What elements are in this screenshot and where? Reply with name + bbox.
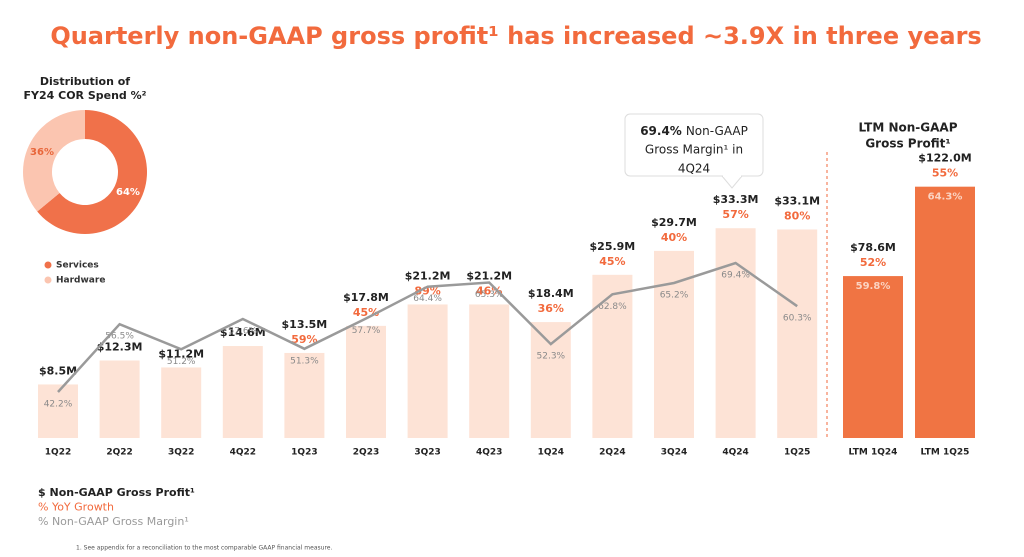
bar <box>407 304 448 438</box>
value-label: $8.5M <box>39 364 77 377</box>
annotation-line: Gross Margin¹ in <box>645 143 743 157</box>
value-label: $14.6M <box>220 326 266 339</box>
margin-label: 69.4% <box>721 271 750 281</box>
value-label: $13.5M <box>282 318 328 331</box>
x-tick-label: 4Q22 <box>230 448 256 458</box>
legend-label: Services <box>56 261 99 271</box>
margin-label: 65.2% <box>660 290 689 300</box>
x-tick-label: 2Q23 <box>353 448 379 458</box>
bar <box>777 229 818 438</box>
margin-line <box>57 261 798 393</box>
x-tick-label: 4Q23 <box>476 448 502 458</box>
bar <box>161 367 202 438</box>
margin-label: 56.5% <box>105 332 134 342</box>
annotation-line: Non-GAAP <box>686 124 748 138</box>
margin-label: 64.3% <box>928 192 963 203</box>
pie-slice <box>37 110 148 234</box>
pie-label: 36% <box>30 147 54 158</box>
margin-label: 64.4% <box>413 294 442 304</box>
x-tick-label: 1Q23 <box>291 448 317 458</box>
legend-swatch <box>44 261 52 269</box>
annotation-value: 69.4% <box>640 124 682 138</box>
legend-label: $ Non-GAAP Gross Profit¹ <box>38 486 195 499</box>
value-label: $18.4M <box>528 287 574 300</box>
x-tick-label: 2Q24 <box>599 448 625 458</box>
bar <box>915 186 975 438</box>
legend-swatch <box>44 276 52 284</box>
ltm-title: LTM Non-GAAP <box>859 121 958 135</box>
yoy-label: 80% <box>784 209 810 222</box>
value-label: $21.2M <box>466 269 512 282</box>
bar <box>346 325 386 438</box>
bar <box>469 304 510 438</box>
value-label: $21.2M <box>405 269 451 282</box>
legend-label: Hardware <box>56 276 105 286</box>
value-label: $25.9M <box>590 240 636 253</box>
x-tick-label: LTM 1Q25 <box>921 448 970 458</box>
x-tick-label: 3Q23 <box>414 448 440 458</box>
annotation-box <box>624 113 764 177</box>
x-tick-label: 3Q24 <box>661 448 687 458</box>
bar <box>38 384 78 438</box>
pie-title: Distribution of <box>40 75 130 88</box>
pie-title: FY24 COR Spend %² <box>24 89 147 102</box>
bar <box>530 322 571 438</box>
x-tick-label: 3Q22 <box>168 448 194 458</box>
bar <box>222 346 263 438</box>
value-label: $12.3M <box>97 341 143 354</box>
margin-label: 60.3% <box>783 314 812 324</box>
bar <box>592 274 633 438</box>
legend-label: % YoY Growth <box>38 501 114 514</box>
x-tick-label: 1Q24 <box>538 448 564 458</box>
pie-label: 64% <box>116 187 140 198</box>
bar <box>715 228 756 438</box>
pie-slice <box>23 110 85 212</box>
margin-label: 59.8% <box>856 281 891 292</box>
footnote: 1. See appendix for a reconciliation to … <box>76 545 332 552</box>
x-tick-label: 4Q24 <box>722 448 748 458</box>
yoy-label: 40% <box>661 231 687 244</box>
margin-label: 62.8% <box>598 302 627 312</box>
bar <box>284 352 325 438</box>
annotation-text: 69.4% Non-GAAP <box>640 124 748 138</box>
value-label: $29.7M <box>651 216 697 229</box>
x-tick-label: 1Q22 <box>45 448 71 458</box>
margin-label: 51.2% <box>167 357 196 367</box>
yoy-label: 55% <box>932 167 958 180</box>
yoy-label: 52% <box>860 256 886 269</box>
value-label: $17.8M <box>343 291 389 304</box>
value-label: $11.2M <box>158 347 204 360</box>
margin-label: 52.3% <box>537 352 566 362</box>
x-tick-label: 1Q25 <box>784 448 810 458</box>
margin-label: 65.3% <box>475 290 504 300</box>
margin-label: 57.7% <box>352 326 381 336</box>
x-tick-label: LTM 1Q24 <box>849 448 898 458</box>
margin-label: 42.2% <box>44 399 73 409</box>
bar <box>99 360 140 438</box>
x-tick-label: 2Q22 <box>106 448 132 458</box>
slide-title: Quarterly non-GAAP gross profit¹ has inc… <box>50 22 981 50</box>
margin-label: 57.6% <box>229 326 258 336</box>
legend-label: % Non-GAAP Gross Margin¹ <box>38 515 189 528</box>
value-label: $78.6M <box>850 241 896 254</box>
annotation-pointer <box>720 175 744 189</box>
bar <box>843 276 903 438</box>
value-label: $33.3M <box>713 193 759 206</box>
yoy-label: 59% <box>291 333 317 346</box>
annotation-line: 4Q24 <box>678 162 710 176</box>
value-label: $122.0M <box>918 152 971 165</box>
value-label: $33.1M <box>774 194 820 207</box>
yoy-label: 89% <box>414 284 440 297</box>
margin-label: 51.3% <box>290 356 319 366</box>
ltm-title: Gross Profit¹ <box>865 137 950 151</box>
yoy-label: 36% <box>538 302 564 315</box>
yoy-label: 45% <box>599 255 625 268</box>
yoy-label: 57% <box>722 208 748 221</box>
